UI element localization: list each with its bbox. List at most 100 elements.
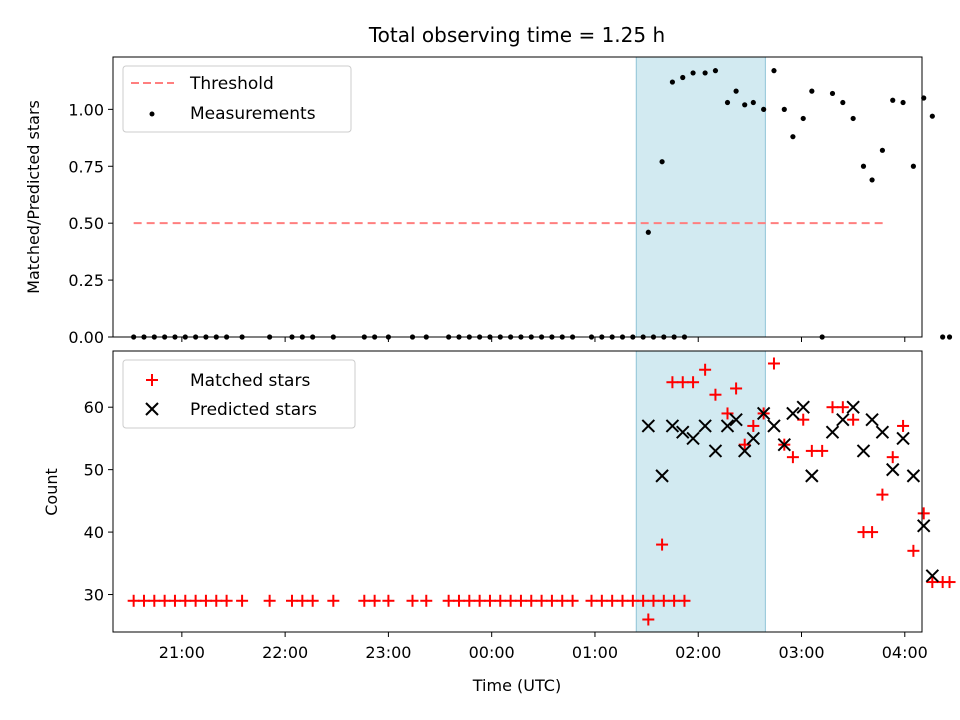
x-tick-label: 23:00 [365, 643, 411, 662]
matched-star-point [738, 438, 751, 451]
measurement-point [910, 163, 916, 169]
matched-star-point [463, 594, 476, 607]
matched-star-point [626, 594, 639, 607]
matched-star-point [747, 419, 760, 432]
bottom-x-ticks: 21:00 22:00 23:00 00:00 01:00 02:00 03:00 04:00 [159, 632, 928, 662]
predicted-star-point [746, 431, 761, 446]
matched-star-point [442, 594, 455, 607]
predicted-star-point [846, 400, 860, 414]
matched-star-point [189, 594, 202, 607]
matched-star-point [786, 451, 799, 464]
predicted-star-stroke-b [786, 406, 800, 421]
predicted-star-stroke-b [767, 419, 781, 433]
predicted-star-point [708, 444, 723, 458]
measurement-point [761, 106, 767, 112]
observing-window-band [635, 56, 766, 338]
matched-star-point [606, 594, 619, 607]
predicted-star-point [676, 425, 690, 439]
measurement-point [860, 163, 867, 169]
y-tick-label: 0.50 [68, 214, 104, 233]
predicted-star-stroke-b [655, 469, 669, 483]
matched-star-point [805, 444, 818, 457]
matched-star-point [535, 594, 548, 607]
predicted-star-stroke-b [865, 412, 879, 427]
matched-star-point [647, 594, 660, 607]
legend-measurement-label: Measurements [190, 104, 316, 124]
y-tick-label: 30 [84, 586, 104, 605]
matched-star-point [767, 357, 780, 370]
top-x-ticks [181, 337, 906, 342]
y-tick-label: 0.00 [68, 328, 104, 347]
observing-window-span-bottom [635, 350, 766, 633]
matched-star-point [556, 594, 569, 607]
legend-threshold-label: Threshold [189, 74, 274, 94]
measurement-point [840, 99, 846, 106]
predicted-star-stroke-b [720, 419, 735, 433]
matched-star-point [668, 594, 681, 607]
predicted-star-point [756, 406, 771, 421]
matched-star-point [566, 594, 579, 607]
legend-measurement-swatch [149, 111, 155, 117]
observing-window-band [635, 350, 766, 633]
predicted-star-stroke-b [686, 431, 700, 446]
measurement-point [890, 97, 896, 103]
y-tick-label: 0.25 [68, 271, 104, 290]
measurement-point [940, 334, 946, 340]
matched-star-point [494, 594, 507, 607]
matched-star-point [199, 594, 212, 607]
x-axis-label: Time (UTC) [472, 676, 561, 695]
measurement-point [869, 177, 875, 183]
measurement-point [680, 74, 686, 81]
predicted-star-stroke-b [846, 400, 860, 414]
matched-star-point [866, 526, 879, 539]
matched-star-point [420, 594, 433, 607]
matched-star-point [876, 488, 889, 501]
bottom-legend: Matched stars Predicted stars [122, 359, 356, 429]
top-axes-frame [112, 56, 923, 338]
legend-predicted-swatch [145, 402, 159, 416]
legend-matched-label: Matched stars [190, 371, 310, 391]
measurement-point [702, 70, 708, 76]
matched-star-point [545, 594, 558, 607]
predicted-star-stroke-b [875, 425, 890, 439]
matched-star-point [730, 382, 743, 395]
measurement-point [690, 70, 696, 76]
matched-star-point [657, 594, 670, 607]
measurement-point [879, 147, 886, 153]
predicted-star-stroke-b [805, 469, 819, 483]
matched-star-point [847, 413, 860, 426]
measurement-point [800, 115, 806, 122]
predicted-star-stroke-b [925, 569, 940, 583]
predicted-star-point [767, 419, 781, 433]
predicted-star-point [665, 419, 680, 433]
bottom-y-axis-label: Count [42, 468, 61, 516]
measurement-point [771, 68, 777, 74]
x-tick-label: 00:00 [469, 643, 515, 662]
matched-star-point [483, 594, 496, 607]
predicted-star-point [865, 412, 879, 427]
matched-star-point [897, 419, 910, 432]
matched-star-point [148, 594, 161, 607]
matched-star-point [168, 594, 181, 607]
predicted-star-point [896, 431, 910, 446]
measurement-point [750, 99, 756, 106]
matched-star-point [721, 407, 734, 420]
matched-star-point [676, 376, 689, 389]
measurement-point [900, 99, 906, 106]
matched-star-point [595, 594, 608, 607]
predicted-star-stroke-b [896, 431, 910, 446]
predicted-star-stroke-b [906, 469, 921, 483]
predicted-star-point [805, 469, 819, 483]
x-tick-label: 01:00 [572, 643, 618, 662]
matched-star-point [137, 594, 150, 607]
matched-star-point [220, 594, 233, 607]
matched-star-point [826, 401, 839, 414]
observing-window-span-top [635, 56, 766, 338]
measurement-point [724, 99, 731, 106]
measurement-point [946, 334, 953, 340]
chart-title: Total observing time = 1.25 h [368, 23, 665, 47]
measurement-point [669, 79, 676, 85]
matched-star-point [943, 576, 956, 589]
predicted-star-stroke-b [756, 406, 771, 421]
